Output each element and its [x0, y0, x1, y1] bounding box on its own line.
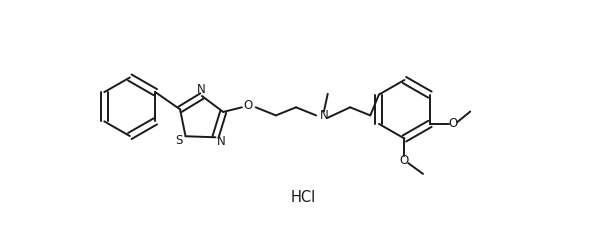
Text: HCl: HCl [291, 190, 316, 205]
Text: O: O [400, 154, 409, 167]
Text: O: O [449, 117, 458, 130]
Text: S: S [175, 134, 182, 147]
Text: N: N [217, 135, 226, 148]
Text: N: N [197, 83, 205, 95]
Text: N: N [320, 109, 328, 122]
Text: O: O [243, 99, 253, 112]
